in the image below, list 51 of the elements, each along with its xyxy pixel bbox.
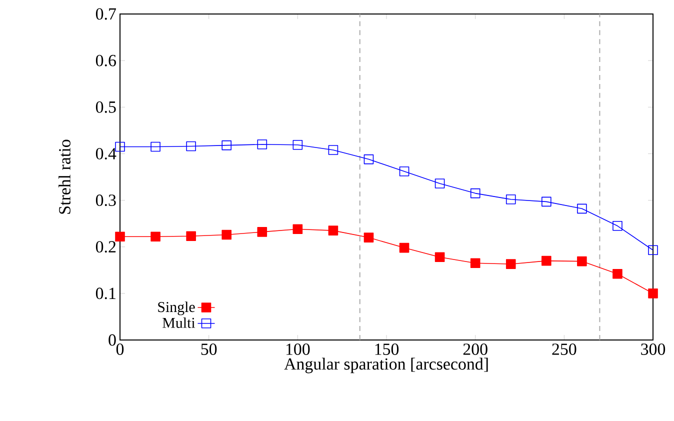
y-axis-title: Strehl ratio — [58, 140, 70, 214]
x-tick-label: 100 — [286, 344, 310, 355]
point — [399, 242, 410, 253]
point — [115, 232, 125, 242]
legend-label: Single — [158, 302, 195, 316]
point — [328, 145, 338, 155]
x-tick-label: 250 — [552, 344, 576, 355]
point — [150, 232, 160, 242]
point — [542, 196, 552, 207]
y-tick-label: 0.3 — [96, 194, 116, 206]
y-tick-label: 0.4 — [96, 148, 116, 160]
point — [257, 140, 268, 150]
point — [542, 256, 552, 266]
y-tick-label: 0.7 — [96, 8, 116, 20]
point — [292, 224, 303, 234]
point — [328, 226, 338, 236]
point — [222, 230, 232, 240]
point — [612, 221, 622, 231]
legend-label: Multi — [162, 317, 196, 328]
point — [506, 259, 516, 269]
point — [506, 194, 516, 204]
point — [364, 232, 374, 242]
point — [434, 178, 445, 188]
point — [257, 227, 268, 237]
point — [150, 142, 160, 152]
point — [222, 140, 232, 150]
x-tick-label: 300 — [641, 344, 666, 355]
point — [577, 256, 587, 266]
point — [115, 142, 125, 152]
y-tick-label: 0.1 — [96, 288, 116, 300]
point — [292, 140, 303, 150]
x-tick-label: 0 — [116, 344, 124, 355]
point — [470, 258, 480, 268]
point — [470, 188, 480, 198]
point — [612, 268, 622, 279]
point — [434, 252, 445, 262]
y-tick-label: 0.5 — [96, 101, 116, 113]
y-tick-label: 0.6 — [96, 54, 116, 66]
y-tick-label: 0.2 — [96, 241, 116, 253]
point — [399, 166, 410, 176]
point — [186, 141, 196, 152]
x-tick-label: 200 — [463, 344, 488, 355]
x-tick-label: 50 — [201, 344, 217, 355]
point — [648, 288, 658, 298]
point — [364, 154, 374, 164]
y-tick-label: 0 — [108, 334, 116, 346]
point — [577, 204, 587, 214]
point — [648, 245, 658, 256]
x-axis-title: Angular sparation [arcsecond] — [284, 358, 488, 374]
x-tick-label: 150 — [375, 344, 399, 355]
point — [186, 231, 196, 242]
